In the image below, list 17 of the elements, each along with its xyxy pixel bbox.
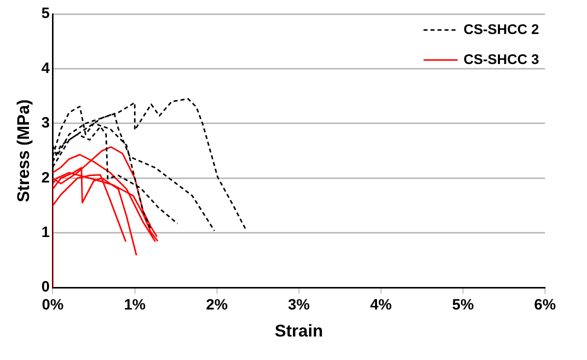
x-tick-label: 0% xyxy=(42,296,64,314)
x-tick-label: 3% xyxy=(288,296,310,314)
x-tick-label: 6% xyxy=(534,296,556,314)
x-tick-label: 4% xyxy=(370,296,392,314)
y-tick-label: 5 xyxy=(41,5,50,22)
y-tick-label: 3 xyxy=(41,114,50,132)
legend-label: CS-SHCC 3 xyxy=(464,50,540,67)
y-axis-title: Stress (MPa) xyxy=(14,99,33,202)
y-tick-label: 2 xyxy=(41,169,50,186)
legend-label: CS-SHCC 2 xyxy=(464,20,540,37)
x-tick-label: 2% xyxy=(206,296,228,314)
y-tick-label: 1 xyxy=(41,224,50,242)
x-tick-label: 1% xyxy=(124,296,146,314)
x-axis-title: Strain xyxy=(274,321,323,340)
y-tick-label: 4 xyxy=(41,60,50,77)
y-tick-label: 0 xyxy=(41,278,50,296)
x-tick-label: 5% xyxy=(452,296,474,314)
